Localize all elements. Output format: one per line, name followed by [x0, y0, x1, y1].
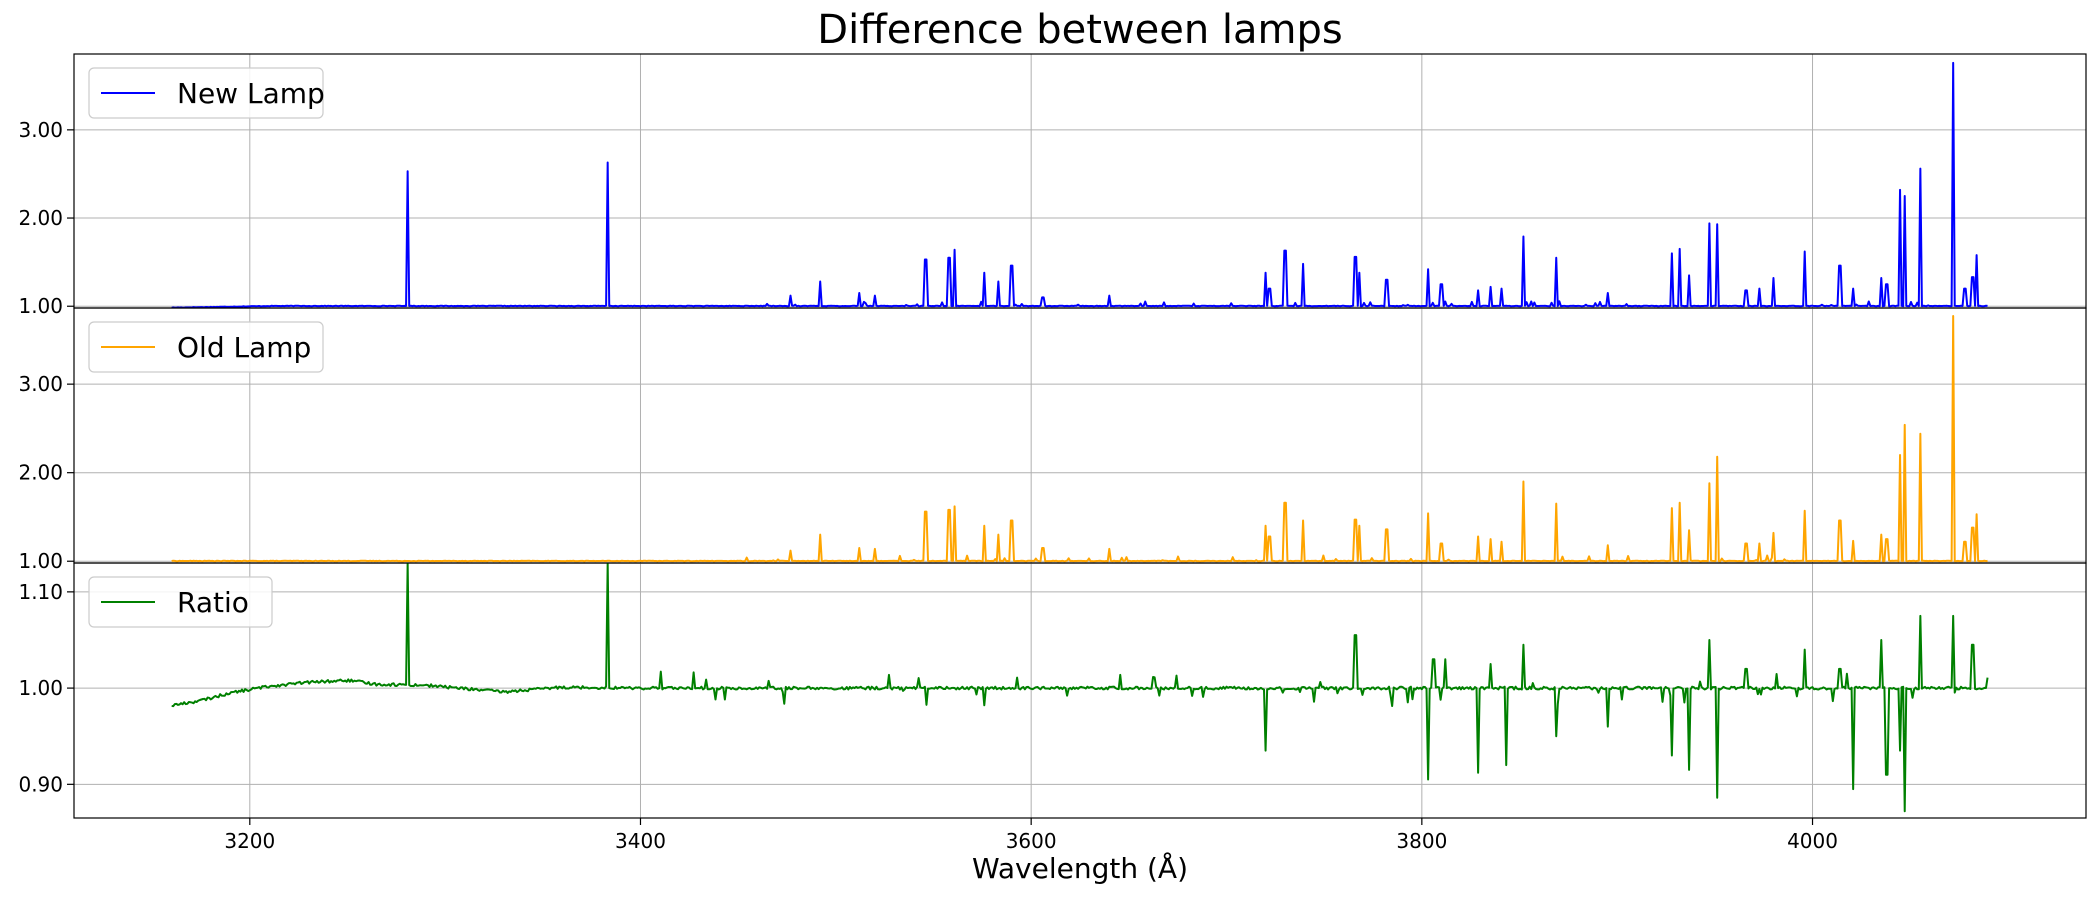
legend-new: New Lamp: [88, 67, 325, 119]
series-line-ratio: [171, 563, 1989, 813]
legend-box: [88, 67, 324, 119]
legend-label: New Lamp: [177, 77, 325, 110]
chart-panels: 1.00 2.00 3.00 New Lamp 1.00 2.00 3.00 Old Lamp…: [18, 53, 2087, 819]
x-tick-label: 3400: [615, 829, 666, 853]
y-tick-label: 3.00: [18, 372, 63, 396]
y-tick-label: 1.00: [18, 549, 63, 573]
y-tick-label: 3.00: [18, 118, 63, 142]
x-axis-label: Wavelength (Å): [972, 851, 1188, 885]
y-tick-label: 1.10: [18, 580, 63, 604]
y-tick-label: 1.00: [18, 294, 63, 318]
y-tick-label: 0.90: [18, 772, 63, 796]
y-tick-label: 2.00: [18, 206, 63, 230]
x-tick-label: 3200: [224, 829, 275, 853]
legend-box: [88, 321, 324, 373]
legend-old: Old Lamp: [88, 321, 324, 373]
x-tick-label: 4000: [1787, 829, 1838, 853]
y-tick-label: 2.00: [18, 461, 63, 485]
chart-title: Difference between lamps: [817, 7, 1342, 53]
legend-label: Old Lamp: [177, 331, 311, 364]
y-tick-label: 1.00: [18, 676, 63, 700]
series-line-old: [171, 314, 1988, 563]
panel-frame: [73, 562, 2087, 819]
panel-new: 1.00 2.00 3.00 New Lamp: [18, 53, 2087, 318]
x-tick-label: 3600: [1006, 829, 1057, 853]
x-axis: 3200 3400 3600 3800 4000: [224, 818, 1838, 853]
legend-label: Ratio: [177, 586, 249, 619]
legend-box: [88, 576, 273, 628]
panel-old: 1.00 2.00 3.00 Old Lamp: [18, 307, 2087, 573]
x-tick-label: 3800: [1396, 829, 1447, 853]
series-line-new: [171, 61, 1988, 308]
panel-ratio: 0.90 1.00 1.10 Ratio: [18, 562, 2087, 819]
legend-ratio: Ratio: [88, 576, 273, 628]
